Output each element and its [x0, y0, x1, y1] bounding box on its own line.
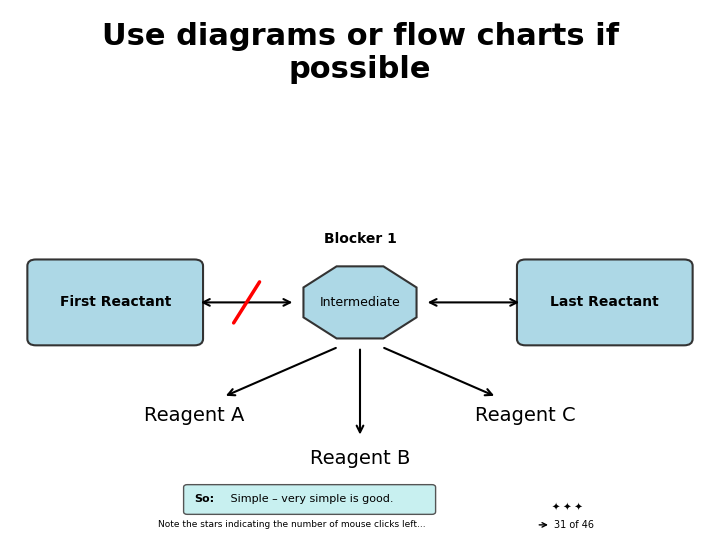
Text: First Reactant: First Reactant	[60, 295, 171, 309]
Text: Use diagrams or flow charts if
possible: Use diagrams or flow charts if possible	[102, 22, 618, 84]
Text: Reagent B: Reagent B	[310, 449, 410, 469]
Text: Reagent C: Reagent C	[475, 406, 576, 426]
Text: So:: So:	[194, 495, 215, 504]
Text: Intermediate: Intermediate	[320, 296, 400, 309]
Text: Reagent A: Reagent A	[144, 406, 245, 426]
Text: ✦ ✦ ✦: ✦ ✦ ✦	[552, 503, 583, 512]
FancyBboxPatch shape	[517, 260, 693, 346]
FancyBboxPatch shape	[27, 260, 203, 346]
Text: 31 of 46: 31 of 46	[554, 520, 595, 530]
Text: Note the stars indicating the number of mouse clicks left...: Note the stars indicating the number of …	[158, 521, 426, 529]
Text: Last Reactant: Last Reactant	[550, 295, 660, 309]
Text: Blocker 1: Blocker 1	[323, 232, 397, 246]
Polygon shape	[303, 266, 417, 339]
Text: Simple – very simple is good.: Simple – very simple is good.	[227, 495, 393, 504]
FancyBboxPatch shape	[184, 485, 436, 514]
